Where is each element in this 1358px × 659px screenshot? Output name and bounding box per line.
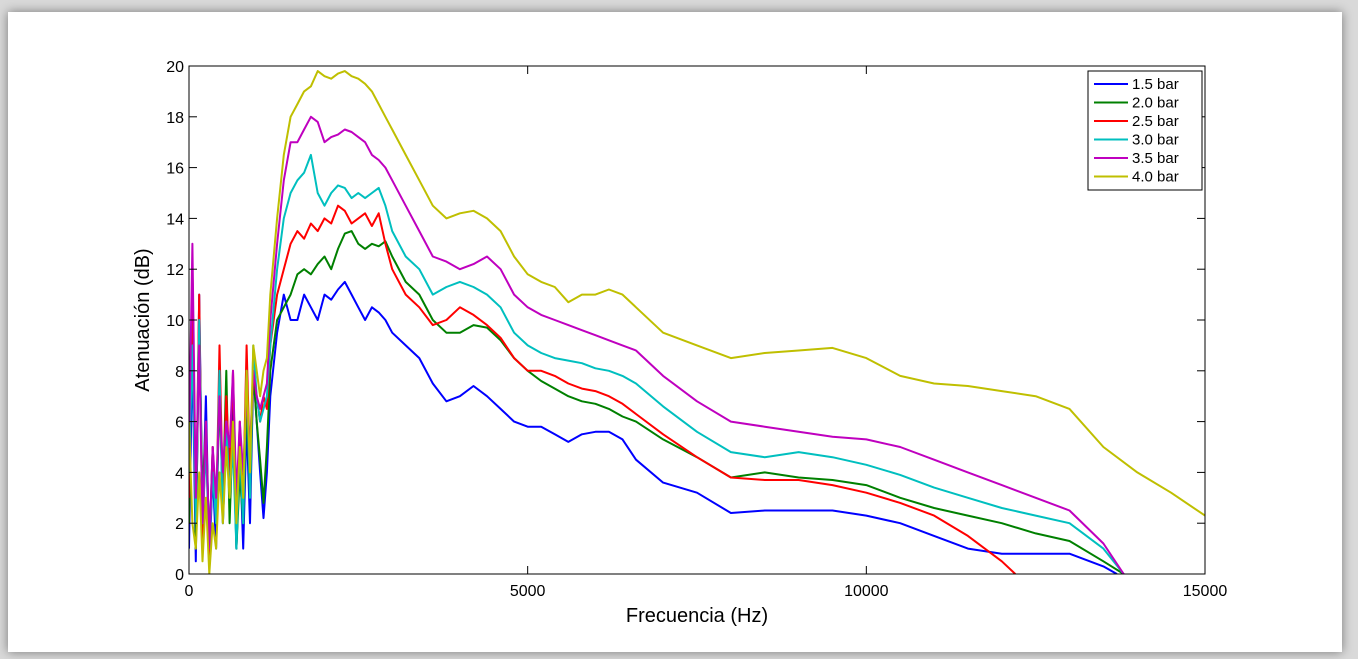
series-line-2-5-bar: [189, 204, 1016, 574]
y-tick-label: 16: [166, 161, 184, 178]
series-line-3-5-bar: [189, 115, 1125, 574]
legend-label: 3.5 bar: [1132, 150, 1179, 167]
x-tick-label: 10000: [844, 583, 889, 600]
x-axis-label: Frecuencia (Hz): [626, 605, 768, 627]
y-tick-label: 8: [175, 364, 184, 381]
legend-label: 2.5 bar: [1132, 113, 1179, 130]
x-tick-label: 15000: [1183, 583, 1228, 600]
y-tick-label: 10: [166, 313, 184, 330]
x-tick-label: 0: [185, 583, 194, 600]
y-tick-label: 20: [166, 59, 184, 76]
y-tick-label: 12: [166, 262, 184, 279]
y-axis-label: Atenuación (dB): [132, 248, 154, 391]
y-tick-label: 6: [175, 415, 184, 432]
legend-label: 3.0 bar: [1132, 132, 1179, 149]
series-group: [189, 70, 1205, 574]
y-tick-label: 4: [175, 465, 184, 482]
series-line-4-0-bar: [189, 70, 1205, 574]
y-tick-label: 14: [166, 211, 184, 228]
figure-card: 0 5000 10000 15000 0 2 4 6 8 10 12 14 16 18 20 Frecuenc…: [8, 12, 1342, 652]
legend-label: 2.0 bar: [1132, 95, 1179, 112]
y-tick-label: 0: [175, 567, 184, 584]
y-tick-label: 2: [175, 516, 184, 533]
x-tick-label: 5000: [510, 583, 546, 600]
line-chart: 0 5000 10000 15000 0 2 4 6 8 10 12 14 16 18 20 Frecuenc…: [132, 59, 1228, 627]
legend-box: [1087, 70, 1203, 191]
legend-label: 4.0 bar: [1132, 169, 1179, 186]
legend-label: 1.5 bar: [1132, 76, 1179, 93]
y-tick-label: 18: [166, 110, 184, 127]
plot-area: [189, 66, 1205, 574]
